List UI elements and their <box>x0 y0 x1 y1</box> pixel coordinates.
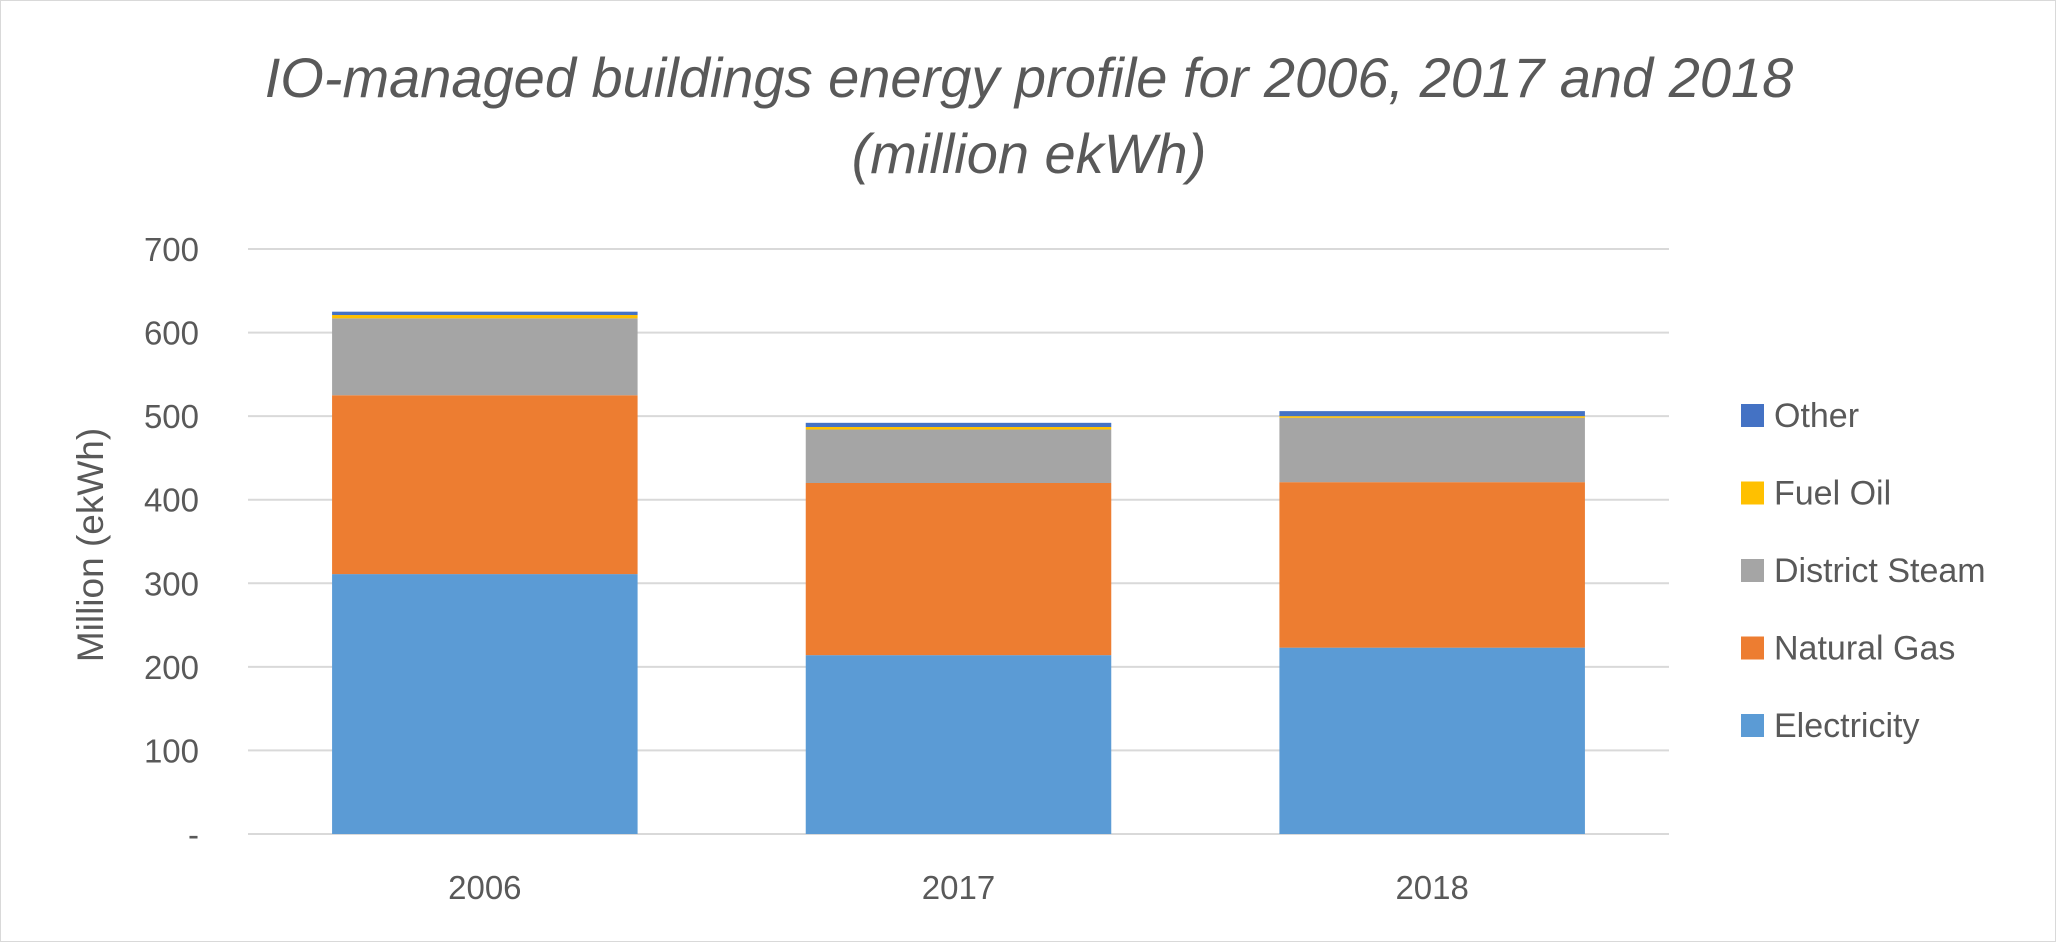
bar-segment-natural-gas-2018 <box>1279 482 1585 648</box>
legend-label: Natural Gas <box>1774 630 1955 668</box>
y-tick-label: 300 <box>144 565 199 602</box>
legend-label: Other <box>1774 397 1859 435</box>
bar-segment-district-steam-2017 <box>805 429 1112 483</box>
legend-label: District Steam <box>1774 552 1986 590</box>
y-tick-label: 400 <box>144 482 199 519</box>
bar-segment-electricity-2017 <box>805 655 1112 834</box>
bar-segment-natural-gas-2017 <box>805 483 1112 656</box>
bar-segment-natural-gas-2006 <box>332 395 638 575</box>
y-tick-label: 100 <box>144 732 199 769</box>
bar-segment-fuel-oil-2006 <box>332 315 638 319</box>
legend-swatch-fuel-oil <box>1741 481 1764 505</box>
x-tick-label: 2018 <box>1395 869 1468 906</box>
bars <box>332 311 1585 834</box>
chart-subtitle: (million ekWh) <box>852 122 1207 185</box>
legend-swatch-district-steam <box>1741 559 1764 582</box>
chart-title: IO-managed buildings energy profile for … <box>265 46 1794 109</box>
y-tick-label: 700 <box>144 231 199 268</box>
bar-segment-fuel-oil-2018 <box>1279 416 1585 418</box>
bar-segment-other-2006 <box>332 311 638 316</box>
x-axis-ticks: 2006 2017 2018 <box>448 869 1469 906</box>
y-axis-ticks: - 100 200 300 400 500 600 700 <box>144 231 199 853</box>
x-tick-label: 2017 <box>922 869 995 906</box>
y-tick-label: 200 <box>144 649 199 686</box>
legend: Other Fuel Oil District Steam Natural Gas El… <box>1741 397 1986 745</box>
legend-swatch-other <box>1741 404 1764 427</box>
y-tick-label: 500 <box>144 398 199 435</box>
y-tick-label: - <box>188 816 199 853</box>
legend-swatch-electricity <box>1741 714 1764 737</box>
legend-label: Electricity <box>1774 707 1919 745</box>
bar-segment-electricity-2006 <box>332 574 638 834</box>
legend-swatch-natural-gas <box>1741 636 1764 660</box>
x-tick-label: 2006 <box>448 869 521 906</box>
legend-label: Fuel Oil <box>1774 475 1891 513</box>
bar-segment-other-2017 <box>805 422 1112 428</box>
bar-segment-district-steam-2018 <box>1279 417 1585 483</box>
y-tick-label: 600 <box>144 315 199 352</box>
bar-segment-electricity-2018 <box>1279 647 1585 834</box>
bar-segment-fuel-oil-2017 <box>805 427 1112 430</box>
bar-segment-district-steam-2006 <box>332 318 638 396</box>
bar-segment-other-2018 <box>1279 411 1585 417</box>
y-axis-title: Million (ekWh) <box>70 428 111 662</box>
